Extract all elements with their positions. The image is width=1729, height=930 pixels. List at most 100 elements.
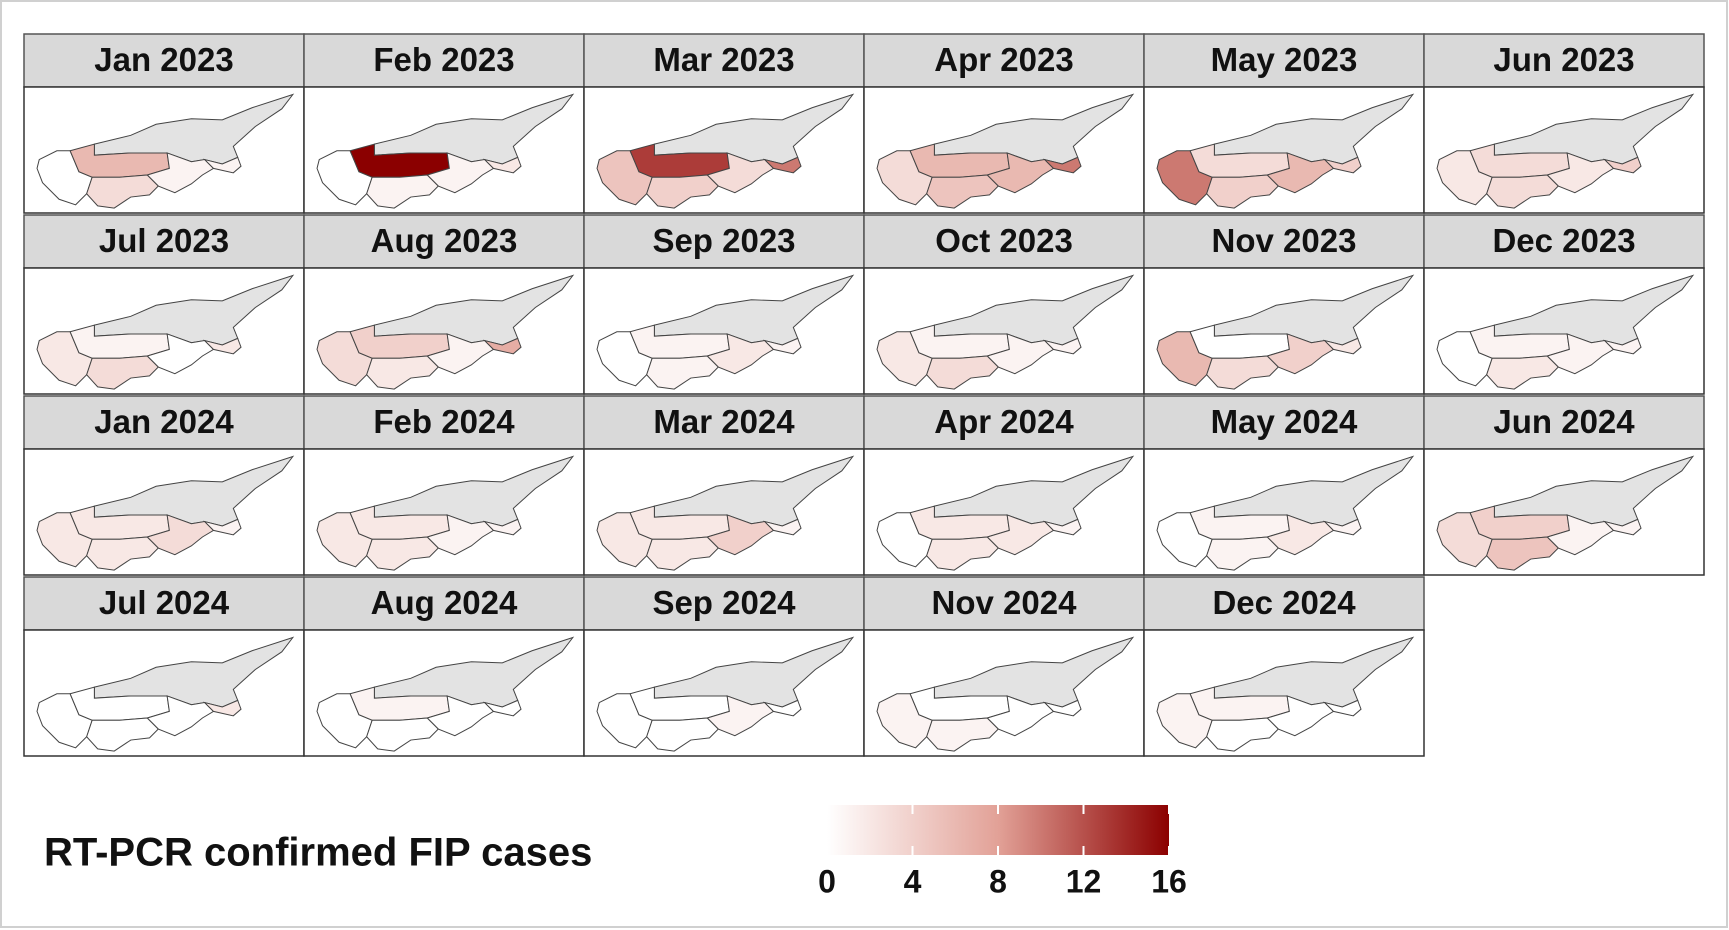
map-panel: Jan 2024 [23,395,305,576]
panel-header [23,214,305,269]
map-panel: Jul 2024 [23,576,305,757]
panel-header [23,395,305,450]
map [1156,274,1415,390]
district [1043,699,1082,717]
map [1156,636,1415,752]
panel-header [23,33,305,88]
map-panel: Jul 2023 [23,214,305,395]
district [1206,536,1280,571]
district [1603,337,1642,355]
panel-header [863,576,1145,631]
district [1323,156,1362,174]
legend-tick-label: 8 [989,863,1007,899]
map [596,455,855,571]
panel-title: Sep 2024 [652,584,796,621]
district [366,536,440,571]
map-panel: Dec 2024 [1143,576,1425,757]
map-panel: Jun 2023 [1423,33,1705,214]
map [1156,455,1415,571]
legend-tick-label: 12 [1066,863,1102,899]
district [86,536,160,571]
district [1603,156,1642,174]
district [763,156,802,174]
district [763,518,802,536]
map-panel: Feb 2023 [303,33,585,214]
map [876,274,1135,390]
panel-header [303,395,585,450]
district [1486,174,1560,209]
map [1436,455,1695,571]
map [316,455,575,571]
map [1156,93,1415,209]
district [203,699,242,717]
map-panel: Mar 2023 [583,33,865,214]
district [646,536,720,571]
map [596,274,855,390]
map-panel: Feb 2024 [303,395,585,576]
district [86,174,160,209]
district [203,337,242,355]
panel-title: Nov 2023 [1212,222,1357,259]
panel-header [583,576,865,631]
map-panel: Mar 2024 [583,395,865,576]
map-panel: Oct 2023 [863,214,1145,395]
panel-title: Mar 2023 [653,41,794,78]
legend-tick-label: 16 [1151,863,1187,899]
panel-header [303,576,585,631]
district [646,174,720,209]
district [483,699,522,717]
map-panel: Jun 2024 [1423,395,1705,576]
district [646,717,720,752]
map [36,636,295,752]
map [1436,93,1695,209]
map [36,455,295,571]
panel-title: Apr 2023 [934,41,1073,78]
map [876,455,1135,571]
district [1206,355,1280,390]
panel-title: Jan 2023 [94,41,233,78]
map [316,636,575,752]
map-panel: Aug 2023 [303,214,585,395]
district [926,174,1000,209]
district [483,518,522,536]
district [203,156,242,174]
panel-header [1423,395,1705,450]
district [1043,518,1082,536]
map-panel: May 2023 [1143,33,1425,214]
map-panel: Sep 2023 [583,214,865,395]
map [36,93,295,209]
district [646,355,720,390]
panel-title: Nov 2024 [932,584,1078,621]
panel-title: Jun 2024 [1493,403,1635,440]
panel-title: May 2024 [1211,403,1358,440]
district [926,717,1000,752]
panel-title: Jul 2023 [99,222,229,259]
district [926,355,1000,390]
district [86,717,160,752]
panel-title: Aug 2023 [371,222,518,259]
panel-header [303,214,585,269]
district [926,536,1000,571]
map [316,274,575,390]
district [1323,699,1362,717]
district [483,337,522,355]
district [1603,518,1642,536]
map-panel: Nov 2024 [863,576,1145,757]
panel-title: Sep 2023 [652,222,795,259]
district [1206,174,1280,209]
map-panel: Nov 2023 [1143,214,1425,395]
district [1323,518,1362,536]
legend-tick-label: 4 [904,863,922,899]
legend-tick-label: 0 [818,863,836,899]
map [876,636,1135,752]
panel-header [1423,33,1705,88]
district [1486,536,1560,571]
map [596,93,855,209]
map-panel: Apr 2023 [863,33,1145,214]
district [1043,337,1082,355]
district [366,717,440,752]
legend-title: RT-PCR confirmed FIP cases [44,831,592,875]
map-panel: Sep 2024 [583,576,865,757]
